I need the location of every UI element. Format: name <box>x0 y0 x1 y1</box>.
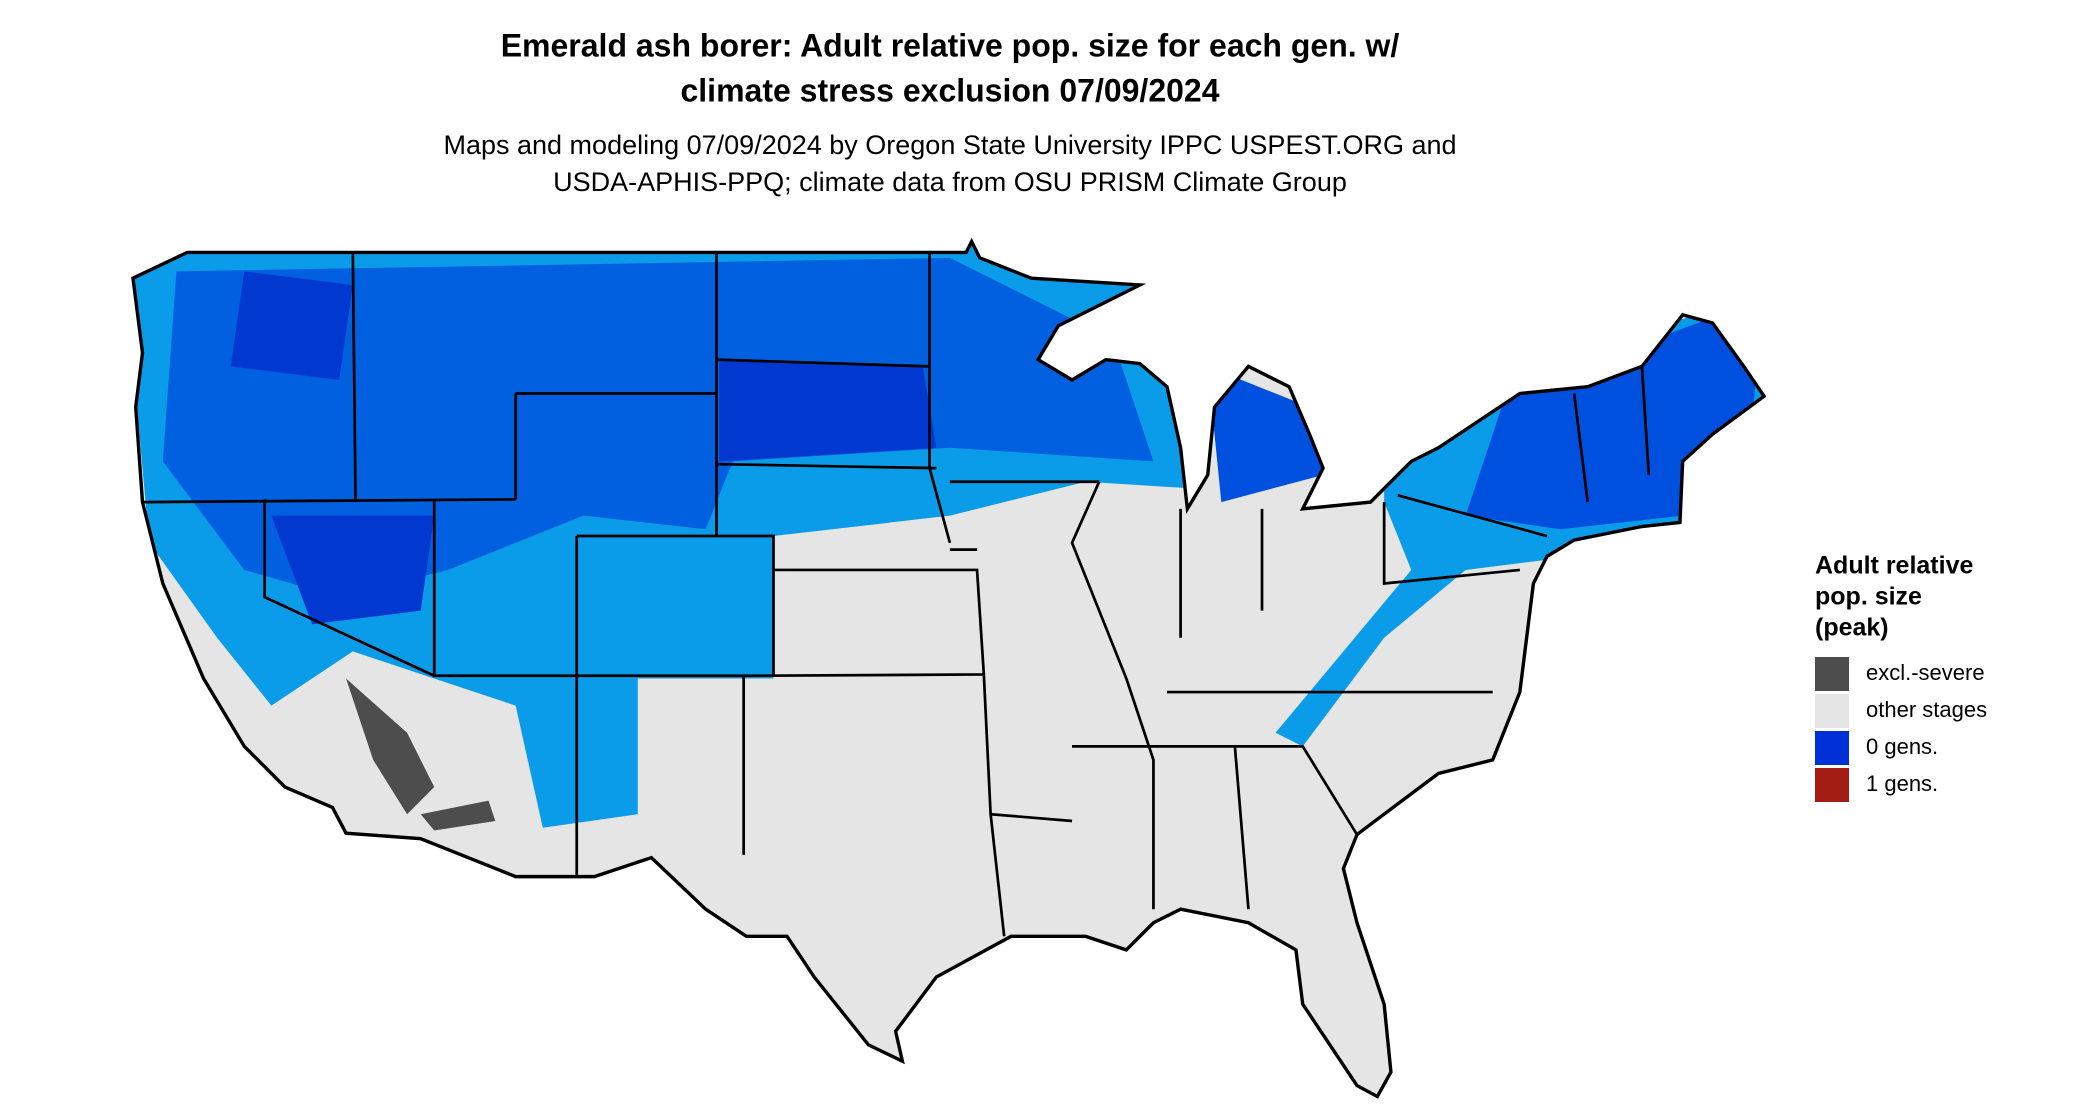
area-mi <box>1207 366 1324 503</box>
area-mid <box>162 257 1154 598</box>
legend-label: other stages <box>1866 697 1987 722</box>
legend-label: 1 gens. <box>1866 771 1938 796</box>
legend-title: (peak) <box>1815 614 1889 642</box>
legend: Adult relative pop. size (peak) excl.-sever… <box>1815 552 1987 802</box>
legend-swatch <box>1815 657 1849 691</box>
header: Emerald ash borer: Adult relative pop. s… <box>443 27 1456 197</box>
legend-label: excl.-severe <box>1866 660 1985 685</box>
legend-swatch <box>1815 768 1849 802</box>
title: climate stress exclusion 07/09/2024 <box>680 72 1219 108</box>
area-excluded <box>346 678 496 831</box>
subtitle: Maps and modeling 07/09/2024 by Oregon S… <box>443 130 1456 160</box>
area-dark <box>230 271 937 625</box>
legend-label: 0 gens. <box>1866 734 1938 759</box>
legend-title: pop. size <box>1815 583 1922 611</box>
legend-title: Adult relative <box>1815 552 1973 580</box>
legend-swatch <box>1815 694 1849 728</box>
state-lines <box>131 239 1766 1099</box>
subtitle: USDA-APHIS-PPQ; climate data from OSU PR… <box>553 167 1347 197</box>
legend-swatch <box>1815 731 1849 765</box>
title: Emerald ash borer: Adult relative pop. s… <box>501 27 1400 63</box>
